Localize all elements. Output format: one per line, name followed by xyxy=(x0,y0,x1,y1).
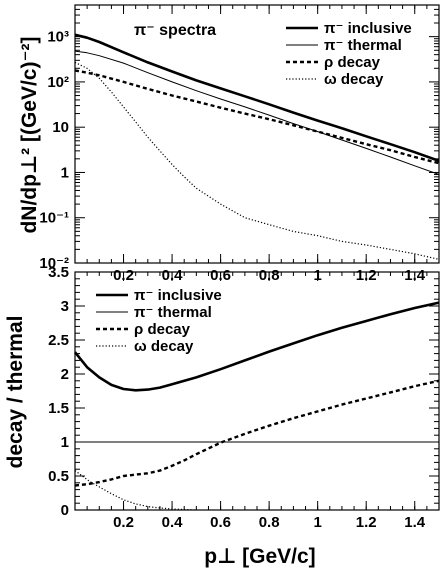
ratio-series-decay-line xyxy=(74,379,440,487)
ratio-x-tick-label: 0.6 xyxy=(210,514,231,531)
ratio-series xyxy=(73,301,440,511)
spectra-title: π⁻ spectra xyxy=(134,22,216,39)
ratio-y-axis-title: decay / thermal xyxy=(4,316,27,469)
ratio-legend-label-inclusive: π⁻ inclusive xyxy=(134,287,222,304)
spectra-legend-label-thermal: π⁻ thermal xyxy=(324,37,402,54)
spectra-series-inclusive-line xyxy=(74,33,440,163)
ratio-x-tick-label: 0.8 xyxy=(259,514,280,531)
ratio-x-tick-label: 0.2 xyxy=(113,514,134,531)
spectra-y-tick-label: 10 xyxy=(52,119,69,136)
ratio-y-ticks: 0 0.5 1 1.5 2 2.5 3 3.5 xyxy=(48,264,439,519)
ratio-legend-label-decay: ω decay xyxy=(134,338,194,355)
ratio-x-ticks: 0.2 0.4 0.6 0.8 1 1.2 1.4 xyxy=(74,272,440,531)
spectra-y-tick-label: 10⁻¹ xyxy=(39,210,69,227)
ratio-y-tick-label: 3 xyxy=(61,298,69,315)
ratio-legend-label-decay: ρ decay xyxy=(134,321,191,338)
ratio-series-decay-line xyxy=(74,470,197,511)
spectra-y-tick-label: 10³ xyxy=(47,29,69,46)
ratio-y-tick-label: 0.5 xyxy=(48,468,69,485)
spectra-y-ticks: 10⁻² 10⁻¹ 1 10 10² 10³ xyxy=(39,8,439,272)
spectra-legend-label-decay: ρ decay xyxy=(324,54,381,71)
ratio-panel: 0.2 0.4 0.6 0.8 1 1.2 1.4 0 0.5 1 1.5 2 2.5 3 3.5 π⁻ … xyxy=(4,264,440,568)
ratio-x-tick-label: 1.2 xyxy=(356,514,377,531)
spectra-y-tick-label: 10² xyxy=(47,74,69,91)
ratio-y-tick-label: 0 xyxy=(61,502,69,519)
ratio-plot-frame xyxy=(74,271,440,511)
spectra-series-thermal-line xyxy=(74,50,440,175)
spectra-y-axis-title: dN/dp⊥² [(GeV/c)⁻²] xyxy=(18,36,41,233)
spectra-series xyxy=(74,33,440,260)
ratio-x-tick-label: 0.4 xyxy=(162,514,184,531)
x-axis-title: p⊥ [GeV/c] xyxy=(204,545,315,568)
spectra-series-decay-line xyxy=(74,69,440,165)
spectra-legend-label-inclusive: π⁻ inclusive xyxy=(324,20,412,37)
ratio-y-tick-label: 2.5 xyxy=(48,332,69,349)
ratio-y-tick-label: 1.5 xyxy=(48,400,69,417)
ratio-legend-label-thermal: π⁻ thermal xyxy=(134,304,212,321)
ratio-y-tick-label: 1 xyxy=(61,434,69,451)
ratio-series-inclusive-line xyxy=(73,301,440,392)
ratio-y-tick-label: 3.5 xyxy=(48,264,69,281)
ratio-x-tick-label: 1.4 xyxy=(404,514,426,531)
spectra-legend-label-decay: ω decay xyxy=(324,71,384,88)
ratio-x-tick-label: 1 xyxy=(313,514,321,531)
spectra-series-decay-line xyxy=(74,61,440,260)
spectra-y-tick-label: 10⁻² xyxy=(39,255,69,272)
ratio-y-tick-label: 2 xyxy=(61,366,69,383)
spectra-y-tick-label: 1 xyxy=(61,164,69,181)
